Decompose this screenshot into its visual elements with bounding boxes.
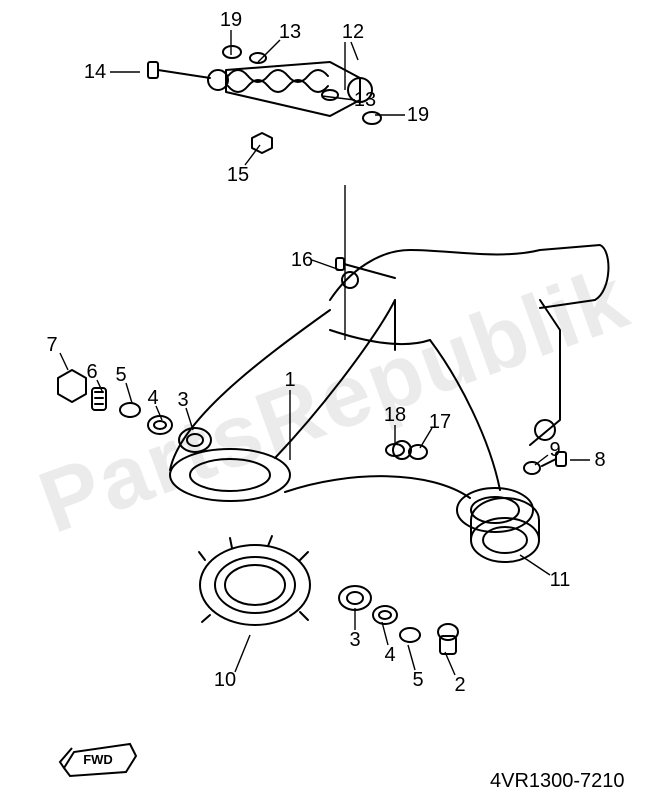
callout-15: 15 bbox=[227, 165, 249, 185]
leader-lines bbox=[60, 30, 590, 675]
pivot-left-stack bbox=[58, 370, 211, 452]
callout-8: 8 bbox=[594, 450, 605, 470]
callout-3: 3 bbox=[177, 390, 188, 410]
callout-16: 16 bbox=[291, 250, 313, 270]
swingarm-body bbox=[170, 245, 608, 532]
fwd-label-text: FWD bbox=[83, 752, 113, 767]
callout-6: 6 bbox=[86, 362, 97, 382]
diagram-stage: PartsRepublik bbox=[0, 0, 668, 800]
callout-9: 9 bbox=[549, 440, 560, 460]
callout-3: 3 bbox=[349, 630, 360, 650]
callout-19: 19 bbox=[407, 105, 429, 125]
callout-7: 7 bbox=[46, 335, 57, 355]
callout-11: 11 bbox=[550, 570, 571, 590]
callout-19: 19 bbox=[220, 10, 242, 30]
callout-5: 5 bbox=[412, 670, 423, 690]
diagram-code: 4VR1300-7210 bbox=[490, 770, 625, 793]
callout-17: 17 bbox=[429, 412, 451, 432]
ring-nut-10 bbox=[199, 536, 310, 625]
callout-10: 10 bbox=[214, 670, 236, 690]
callout-2: 2 bbox=[454, 675, 465, 695]
callout-1: 1 bbox=[284, 370, 295, 390]
callout-4: 4 bbox=[147, 388, 158, 408]
callout-14: 14 bbox=[84, 62, 106, 82]
callout-4: 4 bbox=[384, 645, 395, 665]
callout-12: 12 bbox=[342, 22, 364, 42]
callout-18: 18 bbox=[384, 405, 406, 425]
schematic-svg bbox=[0, 0, 668, 800]
fwd-badge: FWD bbox=[58, 738, 130, 774]
callout-5: 5 bbox=[115, 365, 126, 385]
callout-13: 13 bbox=[279, 22, 301, 42]
callout-13: 13 bbox=[354, 90, 376, 110]
